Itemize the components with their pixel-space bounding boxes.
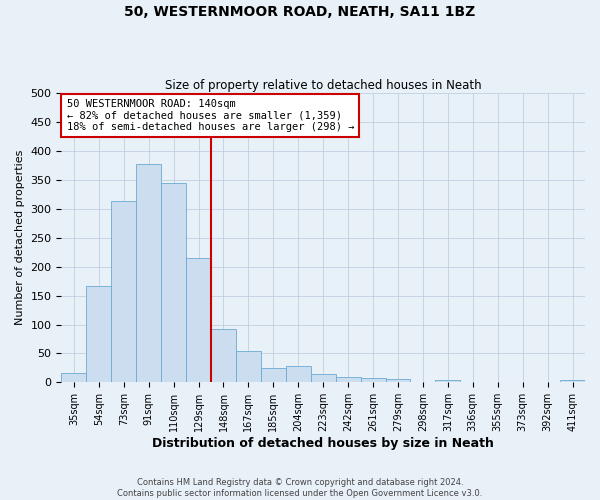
Text: 50, WESTERNMOOR ROAD, NEATH, SA11 1BZ: 50, WESTERNMOOR ROAD, NEATH, SA11 1BZ: [124, 5, 476, 19]
Bar: [61, 373, 86, 382]
Title: Size of property relative to detached houses in Neath: Size of property relative to detached ho…: [165, 79, 482, 92]
Bar: [436, 380, 460, 382]
Text: 50 WESTERNMOOR ROAD: 140sqm
← 82% of detached houses are smaller (1,359)
18% of : 50 WESTERNMOOR ROAD: 140sqm ← 82% of det…: [67, 99, 354, 132]
Bar: [361, 378, 386, 382]
Bar: [286, 366, 311, 382]
Bar: [261, 368, 286, 382]
Bar: [86, 286, 111, 382]
Bar: [311, 374, 335, 382]
Bar: [111, 202, 136, 382]
Bar: [335, 376, 361, 382]
Text: Contains HM Land Registry data © Crown copyright and database right 2024.
Contai: Contains HM Land Registry data © Crown c…: [118, 478, 482, 498]
Y-axis label: Number of detached properties: Number of detached properties: [15, 150, 25, 326]
Bar: [136, 164, 161, 382]
Bar: [211, 328, 236, 382]
Bar: [236, 350, 261, 382]
Bar: [186, 258, 211, 382]
Bar: [386, 380, 410, 382]
Bar: [161, 183, 186, 382]
Bar: [560, 380, 585, 382]
X-axis label: Distribution of detached houses by size in Neath: Distribution of detached houses by size …: [152, 437, 494, 450]
